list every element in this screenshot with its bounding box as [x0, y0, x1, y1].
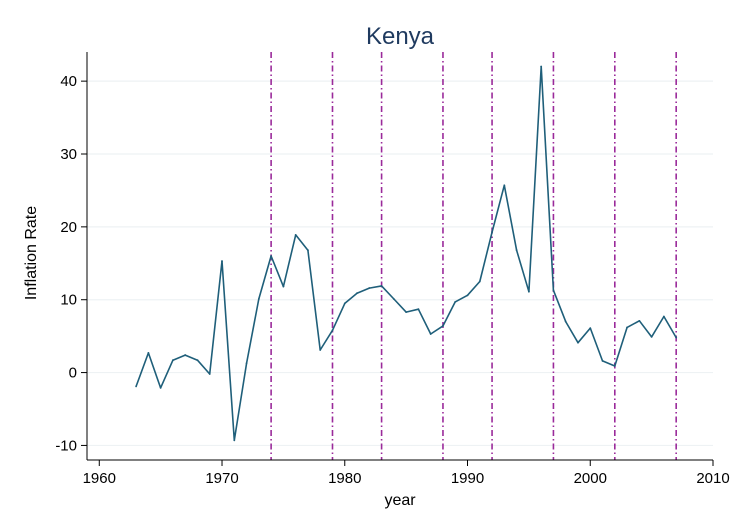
y-tick-label: 30 — [60, 146, 77, 163]
data-point — [282, 285, 285, 288]
data-point — [503, 184, 506, 187]
x-tick-label: 1960 — [83, 470, 116, 487]
data-point — [233, 439, 236, 442]
x-axis-title: year — [384, 492, 416, 509]
data-point — [638, 319, 641, 322]
data-point — [147, 352, 150, 354]
x-tick-label: 1990 — [451, 470, 484, 487]
data-point — [356, 292, 358, 295]
y-tick-label: 0 — [69, 365, 77, 382]
data-point — [172, 359, 174, 362]
chart-title: Kenya — [366, 23, 435, 50]
reference-lines-layer — [270, 52, 677, 460]
data-point — [307, 249, 309, 252]
data-point — [368, 287, 371, 289]
data-point — [626, 326, 628, 329]
data-point — [392, 298, 395, 300]
data-point — [380, 284, 383, 287]
data-point — [613, 365, 616, 367]
data-point — [343, 302, 346, 305]
data-point — [208, 373, 211, 375]
data-point — [294, 233, 297, 236]
data-point — [245, 362, 248, 364]
data-point — [650, 335, 653, 338]
data-point — [601, 360, 604, 362]
data-point — [515, 249, 518, 252]
axis-layer — [86, 52, 713, 461]
x-tick-label: 2000 — [574, 470, 607, 487]
data-point — [577, 341, 579, 344]
data-point — [319, 349, 322, 351]
data-point — [135, 385, 137, 388]
data-point — [564, 320, 567, 323]
data-point — [552, 289, 555, 292]
data-point — [466, 294, 469, 297]
data-point — [159, 386, 162, 389]
x-tick-label: 1970 — [205, 470, 238, 487]
y-axis-title: Inflation Rate — [23, 206, 40, 300]
data-point — [442, 325, 444, 327]
data-point — [417, 308, 420, 311]
data-point — [196, 359, 199, 362]
data-point — [540, 65, 543, 68]
data-point — [429, 333, 432, 335]
data-point — [405, 311, 408, 313]
y-tick-label: 20 — [60, 219, 77, 236]
data-point — [527, 290, 530, 293]
series-layer — [135, 65, 678, 442]
y-tick-label: -10 — [55, 437, 77, 454]
tick-layer: -10 0 10 20 30 40 1960 1970 1980 1990 2000 2010 — [55, 73, 729, 487]
data-point — [221, 260, 223, 262]
x-tick-label: 1980 — [328, 470, 361, 487]
data-point — [331, 329, 334, 332]
y-tick-label: 10 — [60, 292, 77, 309]
data-point — [478, 280, 481, 283]
y-tick-label: 40 — [60, 73, 77, 90]
data-point — [184, 354, 187, 356]
data-point — [257, 298, 260, 300]
data-point — [589, 327, 592, 330]
grid-layer — [87, 80, 713, 447]
data-point — [454, 301, 457, 303]
data-point — [663, 315, 665, 318]
data-point — [675, 336, 678, 339]
data-point — [491, 231, 493, 233]
data-point — [270, 255, 273, 257]
x-tick-label: 2010 — [696, 470, 729, 487]
